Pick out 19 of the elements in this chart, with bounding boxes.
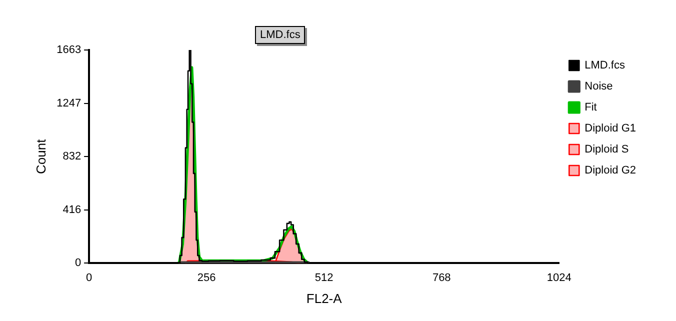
x-axis-title: FL2-A [306, 290, 342, 306]
y-tick-label: 1247 [56, 97, 82, 110]
x-tick-label: 512 [314, 272, 334, 284]
y-axis-title: Count [33, 138, 48, 174]
x-tick-label: 768 [432, 272, 451, 284]
y-tick-label: 1663 [56, 44, 82, 56]
legend-label: Fit [584, 102, 597, 114]
legend-label: Diploid S [584, 144, 629, 156]
legend-label: Diploid G1 [584, 122, 636, 135]
legend-label: Noise [584, 80, 613, 93]
x-tick-label: 256 [197, 272, 216, 284]
y-tick-label: 416 [62, 204, 82, 216]
y-tick-label: 832 [62, 150, 82, 163]
chart-title: LMD.fcs [255, 26, 306, 44]
x-tick-label: 1024 [546, 272, 572, 284]
legend-label: LMD.fcs [584, 60, 626, 72]
x-tick-label: 0 [86, 272, 92, 284]
y-tick-label: 0 [74, 257, 82, 270]
legend-label: Diploid G2 [584, 164, 636, 177]
